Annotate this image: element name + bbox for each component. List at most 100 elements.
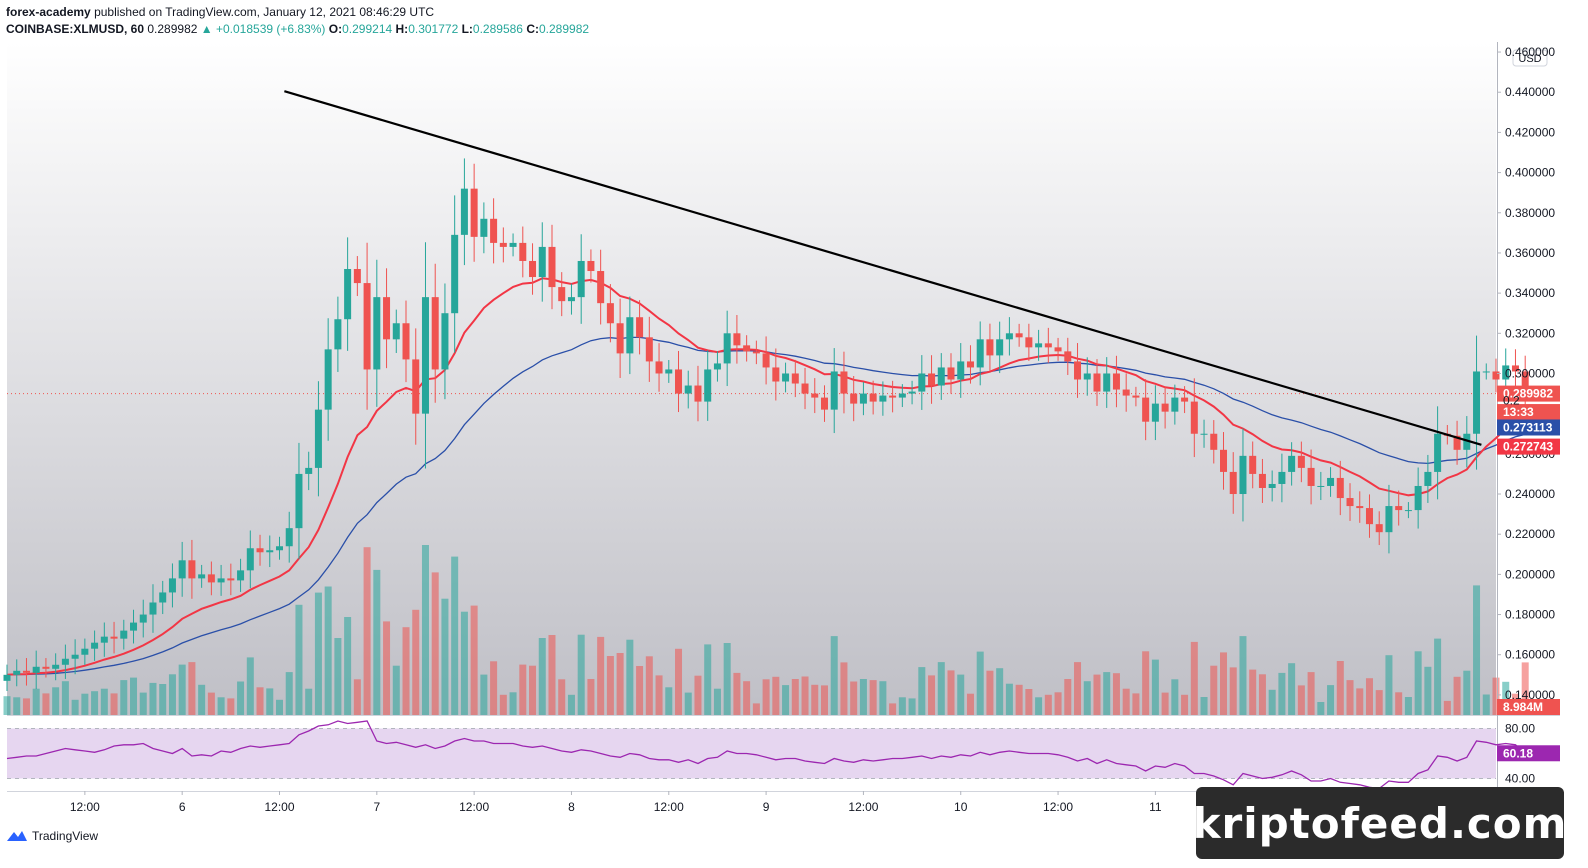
time-tick-label: 12:00 [654, 800, 684, 814]
candle-body [782, 373, 790, 382]
candle-body [353, 269, 361, 284]
volume-bar [431, 572, 439, 715]
candle-body [139, 614, 147, 623]
candle-body [460, 188, 468, 235]
candle-body [675, 369, 683, 394]
candle-body [996, 339, 1004, 356]
candle-body [363, 283, 371, 370]
volume-bar [675, 648, 683, 715]
volume-bar [1288, 663, 1296, 715]
candle-body [1219, 449, 1228, 472]
volume-bar [285, 672, 293, 715]
candle-body [1395, 506, 1403, 511]
open-value: 0.299214 [342, 22, 393, 36]
candle-body [1151, 403, 1159, 422]
price-tick-label: 0.420000 [1505, 125, 1555, 139]
volume-bar [1112, 673, 1120, 715]
volume-bar [81, 693, 89, 715]
candle-body [957, 361, 965, 380]
candle-body [918, 373, 926, 392]
candle-body [71, 654, 79, 659]
candle-body [441, 313, 449, 370]
volume-bar [665, 687, 673, 715]
price-tick-label: 0.140000 [1505, 688, 1555, 702]
volume-bar [159, 684, 167, 715]
price-tick-label: 0.440000 [1505, 85, 1555, 99]
candle-body [538, 246, 546, 278]
candle-body [1365, 508, 1373, 525]
volume-bar [908, 698, 916, 715]
time-tick-label: 6 [179, 800, 186, 814]
candle-body [801, 383, 809, 394]
volume-bar [1035, 697, 1043, 715]
candle-body [723, 333, 731, 364]
volume-bar [597, 636, 605, 715]
volume-bar [149, 682, 157, 715]
candle-body [1258, 473, 1266, 488]
candle-body [1502, 365, 1510, 380]
candle-body [149, 602, 157, 615]
watermark-text: kriptofeed.com [1192, 798, 1568, 848]
volume-bar [392, 665, 400, 715]
price-tick-label: 0.240000 [1505, 487, 1555, 501]
candle-body [655, 361, 663, 374]
candle-body [1385, 506, 1393, 533]
candle-body [237, 570, 245, 581]
candle-body [344, 269, 352, 320]
candle-body [567, 297, 575, 302]
volume-bar [1122, 688, 1130, 715]
price-tag-bg [1497, 419, 1560, 436]
price-tag-bg [1497, 438, 1560, 455]
volume-bar [869, 680, 877, 715]
candle-body [1317, 485, 1325, 487]
volume-bar [567, 694, 575, 715]
price-tick-label: 0.360000 [1505, 246, 1555, 260]
volume-bar [1492, 677, 1500, 715]
candle-body [91, 642, 99, 649]
volume-bar [120, 680, 128, 715]
footer-brand[interactable]: TradingView [6, 829, 98, 843]
volume-bar [1005, 683, 1013, 715]
candle-body [558, 287, 566, 302]
volume-bar [1015, 684, 1023, 715]
price-tag-bg [1497, 404, 1560, 421]
volume-bar [1414, 651, 1422, 715]
candle-body [275, 546, 284, 551]
volume-bar [733, 672, 741, 715]
volume-bar [626, 639, 634, 715]
volume-bar [684, 692, 692, 715]
candle-body [529, 260, 537, 278]
candle-body [1112, 373, 1120, 390]
time-tick-label: 11 [1149, 800, 1162, 814]
volume-bar [3, 696, 11, 715]
candle-body [285, 528, 293, 547]
volume-bar [237, 681, 245, 715]
volume-bar [1404, 697, 1412, 715]
volume-bar [383, 621, 391, 715]
low-label: L: [461, 22, 473, 36]
candle-body [947, 367, 955, 380]
candle-body [1005, 333, 1013, 340]
rsi-line [6, 720, 1526, 790]
volume-bar [1249, 669, 1257, 715]
volume-bar [1521, 662, 1529, 715]
volume-bar [490, 661, 498, 715]
candle-body [1346, 498, 1354, 507]
candle-body [850, 393, 858, 404]
volume-bar [1229, 667, 1237, 715]
volume-bar [1502, 681, 1510, 715]
volume-bar [577, 634, 585, 715]
volume-bar [976, 651, 984, 715]
volume-bar [986, 670, 994, 715]
volume-bar [188, 662, 196, 715]
volume-bar [100, 688, 108, 715]
volume-bar [1365, 678, 1373, 715]
rsi-tick-label: 80.00 [1505, 722, 1535, 736]
candle-body [1190, 401, 1198, 434]
candle-body [606, 303, 614, 324]
price-change: ▲ +0.018539 (+6.83%) [200, 22, 326, 36]
candle-body [1463, 433, 1471, 450]
candle-body [207, 574, 215, 583]
volume-bar [266, 688, 274, 715]
